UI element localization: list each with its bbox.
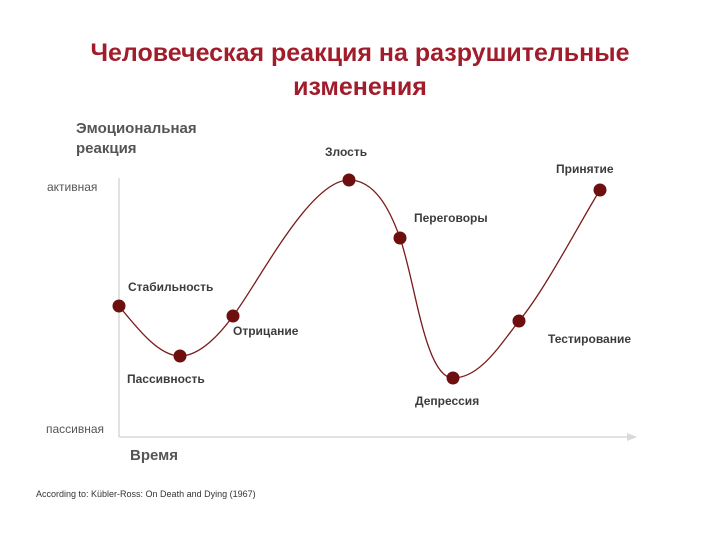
- marker-passivity: [173, 349, 187, 363]
- stage-label-testing: Тестирование: [548, 332, 631, 346]
- stage-label-acceptance: Принятие: [556, 162, 614, 176]
- stage-label-bargaining: Переговоры: [414, 211, 488, 225]
- stage-label-denial: Отрицание: [233, 324, 299, 338]
- marker-denial: [226, 309, 240, 323]
- marker-bargaining: [393, 231, 407, 245]
- marker-acceptance: [593, 183, 607, 197]
- marker-anger: [342, 173, 356, 187]
- stage-label-anger: Злость: [325, 145, 367, 159]
- y-axis-high-label: активная: [47, 180, 97, 194]
- x-axis-title: Время: [130, 447, 178, 464]
- y-axis-low-label: пассивная: [46, 422, 104, 436]
- source-citation: According to: Kübler-Ross: On Death and …: [36, 489, 256, 499]
- diagram-title: Человеческая реакция на разрушительные и…: [90, 39, 630, 101]
- stage-label-passivity: Пассивность: [127, 372, 205, 386]
- marker-depression: [446, 371, 460, 385]
- stage-label-depression: Депрессия: [415, 394, 479, 408]
- emotion-curve: [118, 179, 601, 379]
- y-axis-title-line2: реакция: [76, 140, 137, 157]
- stage-label-stability: Стабильность: [128, 280, 213, 294]
- marker-testing: [512, 314, 526, 328]
- stage-markers: [112, 173, 607, 385]
- y-axis-title-line1: Эмоциональная: [76, 120, 197, 137]
- marker-stability: [112, 299, 126, 313]
